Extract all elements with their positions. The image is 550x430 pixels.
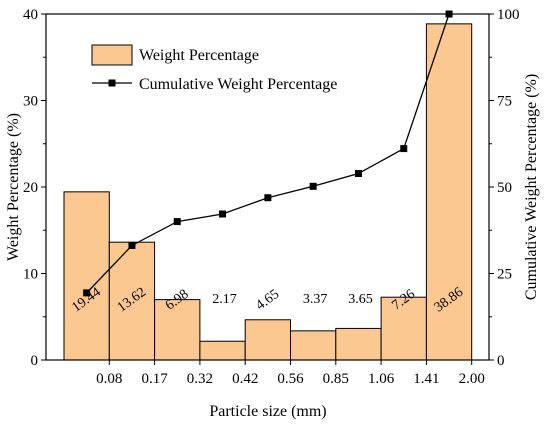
cumulative-point: [173, 218, 181, 226]
y-tick-label: 0: [31, 353, 39, 369]
y-tick-label: 10: [23, 267, 38, 283]
x-tick-label: 0.17: [141, 371, 168, 387]
x-tick-label: 1.06: [368, 371, 395, 387]
y2-tick-label: 100: [497, 7, 520, 23]
bar-data-label: 3.65: [348, 292, 373, 307]
bar: [154, 299, 201, 361]
legend-bar-label: Weight Percentage: [139, 47, 259, 64]
bars-layer: [63, 23, 473, 361]
y-tick-label: 30: [23, 94, 38, 110]
legend-bar-swatch: [91, 44, 133, 66]
cumulative-point: [400, 145, 408, 153]
legend-line-label: Cumulative Weight Percentage: [139, 76, 337, 93]
y2-tick-label: 25: [497, 267, 512, 283]
cumulative-point: [128, 241, 136, 249]
x-tick-label: 1.41: [413, 371, 439, 387]
legend: Weight Percentage Cumulative Weight Perc…: [91, 44, 337, 93]
cumulative-point: [309, 182, 317, 190]
bar-data-label: 3.37: [303, 292, 328, 307]
x-tick-label: 0.42: [232, 371, 258, 387]
bar-data-label: 2.17: [212, 292, 237, 307]
x-axis-title: Particle size (mm): [209, 403, 326, 420]
bar: [199, 340, 246, 361]
y-tick-label: 20: [23, 180, 38, 196]
y2-tick-label: 75: [497, 94, 512, 110]
y2-tick-label: 0: [497, 353, 505, 369]
bar: [425, 23, 473, 361]
cumulative-point: [354, 170, 362, 178]
x-tick-label: 2.00: [459, 371, 485, 387]
legend-line-marker: [108, 79, 116, 87]
y-axis-title: Weight Percentage (%): [5, 113, 22, 261]
cumulative-point: [83, 289, 91, 297]
x-tick-label: 0.32: [187, 371, 213, 387]
x-axis: 0.08 0.17 0.32 0.42 0.56 0.85 1.06 1.41 2.00: [96, 360, 485, 387]
cumulative-point: [264, 194, 272, 202]
bar: [335, 327, 382, 361]
bar: [290, 330, 337, 361]
bar: [244, 319, 291, 361]
y2-axis-title: Cumulative Weight Percentage (%): [523, 74, 540, 300]
y-axis-right: 0 25 50 75 100: [489, 7, 520, 369]
y2-tick-label: 50: [497, 180, 512, 196]
y-tick-label: 40: [23, 7, 38, 23]
bar-data-label: 4.65: [253, 287, 282, 314]
y-axis-left: 0 10 20 30 40: [23, 7, 46, 369]
cumulative-point: [219, 210, 227, 218]
bar: [63, 191, 110, 361]
x-tick-label: 0.08: [96, 371, 122, 387]
x-tick-label: 0.56: [277, 371, 304, 387]
x-tick-label: 0.85: [323, 371, 349, 387]
